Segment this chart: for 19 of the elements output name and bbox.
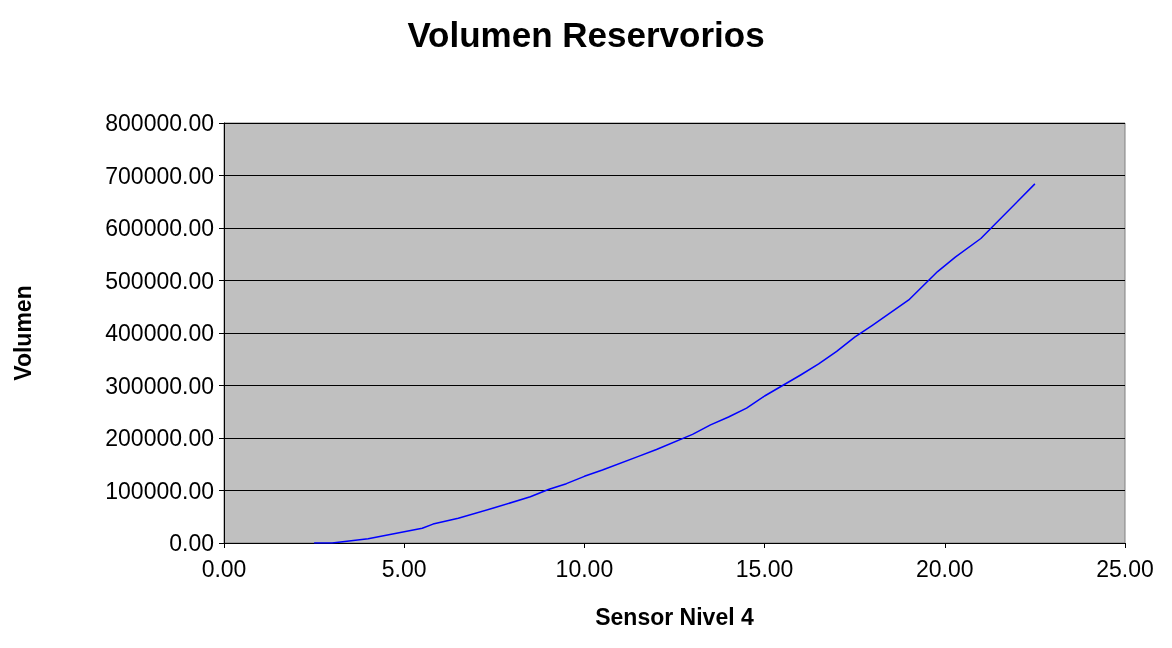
x-axis-title: Sensor Nivel 4 [595,603,754,630]
y-tick-label: 0.00 [169,530,214,556]
x-tick-label: 5.00 [381,555,427,582]
y-tick-label: 600000.00 [105,215,214,241]
line-series [313,183,1036,544]
y-tick-label: 500000.00 [105,267,214,294]
y-axis-title: Volumen [9,285,36,381]
y-tick-label: 200000.00 [105,425,214,451]
chart-title: Volumen Reservorios [407,15,765,54]
x-tick-label: 15.00 [735,555,794,582]
y-tick-label: 700000.00 [105,162,214,189]
y-tick-label: 100000.00 [105,477,214,504]
x-tick-label: 20.00 [916,555,974,582]
y-tick-label: 800000.00 [105,110,214,136]
y-tick-label: 400000.00 [105,320,214,346]
x-tick-label: 10.00 [555,555,614,582]
x-tick-label: 0.00 [201,555,247,582]
x-tick-label: 25.00 [1096,555,1154,582]
y-tick-label: 300000.00 [105,372,214,399]
